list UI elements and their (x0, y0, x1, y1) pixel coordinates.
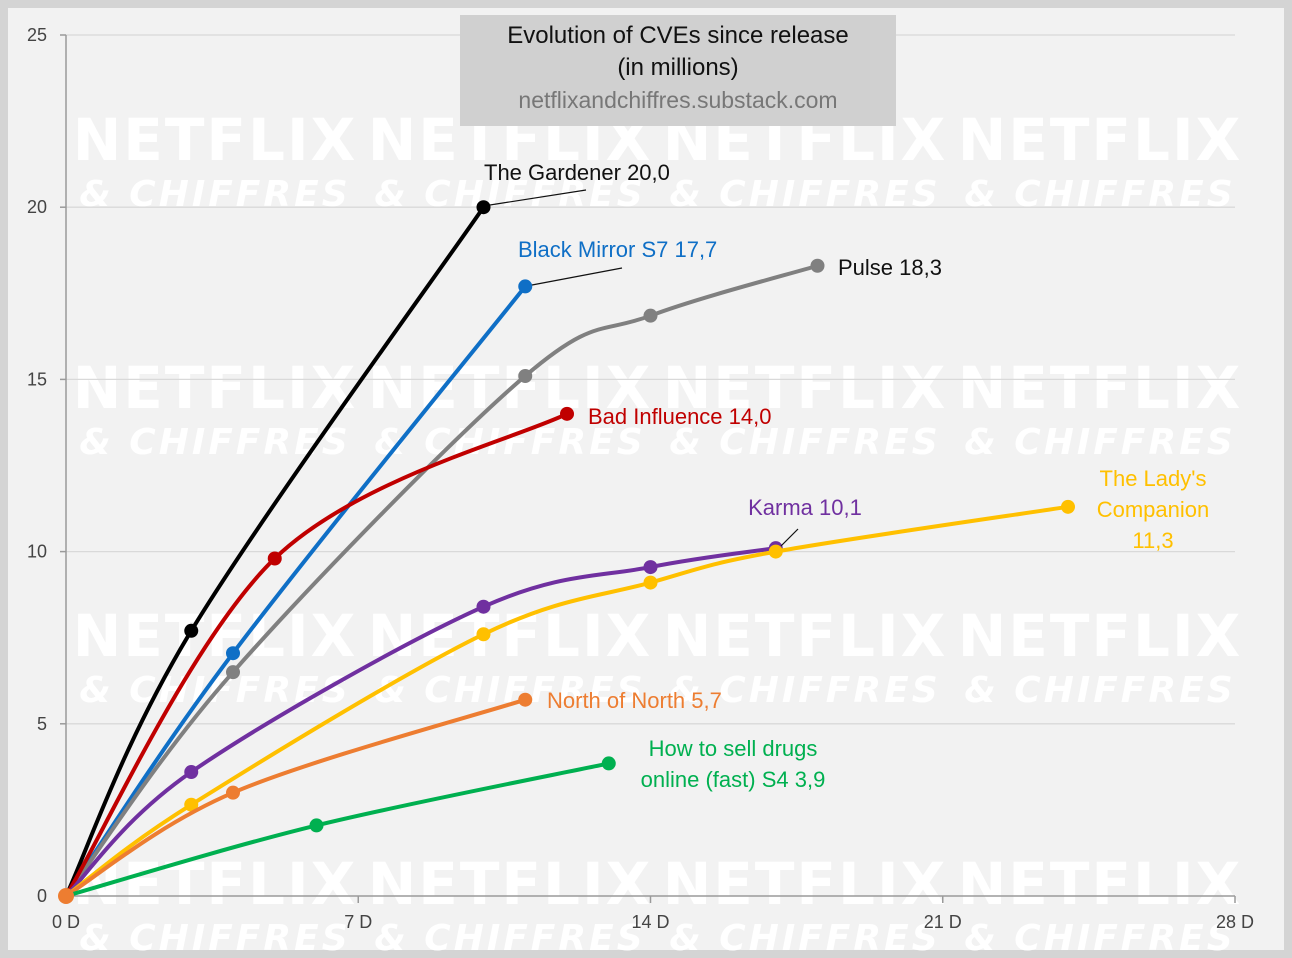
label-leader-line (489, 189, 587, 206)
watermark-subtitle: & CHIFFRES (669, 670, 940, 711)
watermark-subtitle: & CHIFFRES (79, 174, 350, 215)
series-bad-influence: Bad Influence 14,0 (59, 404, 771, 903)
watermark-subtitle: & CHIFFRES (964, 422, 1235, 463)
data-point (518, 279, 533, 294)
data-point (267, 551, 282, 566)
x-tick-label: 14 D (631, 912, 669, 932)
data-point (601, 756, 616, 771)
series-the-gardener: The Gardener 20,0 (59, 160, 670, 903)
watermark-subtitle: & CHIFFRES (374, 918, 645, 958)
x-tick-label: 21 D (924, 912, 962, 932)
data-point (226, 665, 240, 680)
series-label: The Lady's (1100, 466, 1207, 491)
series-label: North of North 5,7 (547, 688, 722, 713)
data-point (810, 258, 825, 273)
x-tick-label: 28 D (1216, 912, 1254, 932)
watermark-subtitle: & CHIFFRES (374, 422, 645, 463)
watermark-title: NETFLIX (73, 354, 358, 422)
watermark-subtitle: & CHIFFRES (964, 174, 1235, 215)
watermark-title: NETFLIX (368, 850, 653, 918)
watermark-subtitle: & CHIFFRES (964, 918, 1235, 958)
series-label: The Gardener 20,0 (484, 160, 670, 185)
y-tick-label: 10 (27, 542, 47, 562)
series-line (64, 263, 820, 898)
watermark-subtitle: & CHIFFRES (374, 174, 645, 215)
data-point (643, 560, 658, 575)
y-tick-label: 5 (37, 714, 47, 734)
series-label: Companion (1097, 497, 1210, 522)
series-label: online (fast) S4 3,9 (641, 767, 826, 792)
series-label: 11,3 (1132, 528, 1173, 553)
title-box-background (460, 15, 896, 126)
data-point (184, 765, 199, 780)
chart-background (8, 8, 1284, 950)
data-point (226, 646, 240, 661)
series-label: Black Mirror S7 17,7 (518, 237, 717, 262)
chart-title: Evolution of CVEs since release (507, 22, 849, 49)
watermark-title: NETFLIX (368, 602, 653, 670)
watermark-title: NETFLIX (663, 354, 948, 422)
y-tick-label: 25 (27, 25, 47, 45)
watermark-subtitle: & CHIFFRES (79, 422, 350, 463)
title-box: Evolution of CVEs since release (in mill… (460, 15, 896, 126)
watermark-subtitle: & CHIFFRES (79, 918, 350, 958)
x-tick-label: 0 D (52, 912, 80, 932)
chart-source: netflixandchiffres.substack.com (518, 87, 837, 113)
watermark-subtitle: & CHIFFRES (669, 174, 940, 215)
series-how-to-sell-drugs-online-fast-s4: How to sell drugs online (fast) S4 3,9 (59, 736, 825, 903)
x-tick-label: 7 D (344, 912, 372, 932)
series-line (64, 205, 486, 898)
data-point (184, 623, 199, 638)
series-layer: The Gardener 20,0 Black Mirror S7 17,7 Pul… (58, 160, 1209, 904)
label-leader-line (531, 267, 623, 286)
y-tick-label: 15 (27, 369, 47, 389)
watermark-subtitle: & CHIFFRES (964, 670, 1235, 711)
watermark-subtitle: & CHIFFRES (669, 422, 940, 463)
watermark-title: NETFLIX (663, 602, 948, 670)
y-tick-label: 20 (27, 197, 47, 217)
watermark-title: NETFLIX (958, 106, 1243, 174)
data-point (476, 200, 491, 215)
data-point (643, 575, 658, 590)
data-point (768, 544, 783, 559)
data-point (309, 818, 324, 833)
series-label: Bad Influence 14,0 (588, 404, 771, 429)
series-line (64, 546, 778, 898)
series-label: Karma 10,1 (748, 495, 862, 520)
data-point (476, 599, 491, 614)
watermark-title: NETFLIX (958, 354, 1243, 422)
series-label: Pulse 18,3 (838, 255, 942, 280)
data-point (518, 692, 533, 707)
watermark-title: NETFLIX (73, 850, 358, 918)
label-leader-line (780, 528, 799, 547)
watermark-title: NETFLIX (958, 850, 1243, 918)
data-point (184, 797, 199, 812)
series-label: How to sell drugs (649, 736, 818, 761)
y-tick-label: 0 (37, 886, 47, 906)
axes: 0 5 10 15 20 25 0 D 7 D 14 D 21 D 28 D (27, 25, 1254, 932)
chart-subtitle: (in millions) (617, 54, 738, 81)
series-the-lady-s-companion: The Lady's Companion 11,3 (59, 466, 1209, 903)
watermark-title: NETFLIX (663, 850, 948, 918)
series-north-of-north: North of North 5,7 (59, 688, 722, 903)
watermark-title: NETFLIX (958, 602, 1243, 670)
data-point (518, 368, 533, 383)
data-point (1061, 499, 1075, 514)
series-black-mirror-s7: Black Mirror S7 17,7 (59, 237, 717, 903)
data-point (476, 627, 491, 642)
series-pulse: Pulse 18,3 (59, 255, 942, 903)
data-point (560, 406, 574, 421)
data-point (226, 785, 240, 800)
series-karma: Karma 10,1 (59, 495, 862, 903)
watermark-subtitle: & CHIFFRES (669, 918, 940, 958)
series-line (64, 697, 528, 898)
origin-point (58, 888, 74, 904)
watermark-title: NETFLIX (73, 106, 358, 174)
data-point (643, 308, 658, 323)
